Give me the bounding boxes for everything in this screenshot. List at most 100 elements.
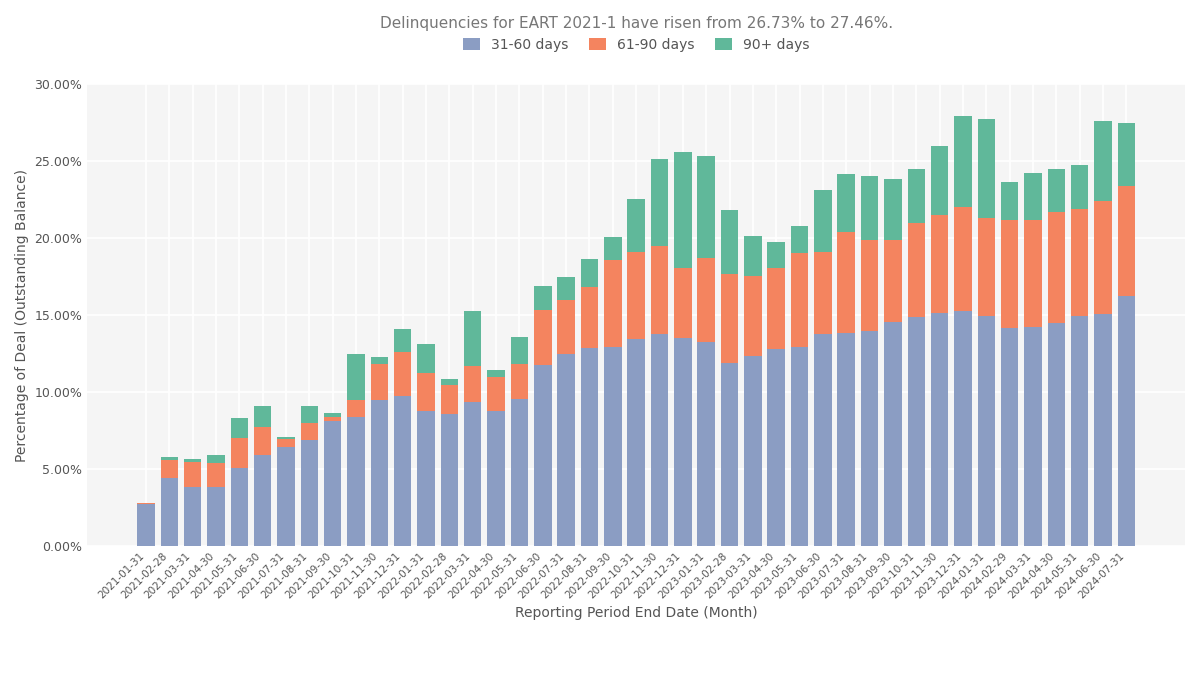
Bar bbox=[860, 239, 878, 331]
Bar bbox=[161, 478, 178, 546]
Bar bbox=[487, 377, 505, 412]
Bar bbox=[300, 440, 318, 546]
Bar bbox=[674, 152, 691, 268]
Bar bbox=[697, 342, 715, 546]
Bar bbox=[511, 337, 528, 363]
Bar bbox=[721, 210, 738, 274]
Bar bbox=[838, 332, 854, 546]
Bar bbox=[1025, 220, 1042, 326]
Bar bbox=[1070, 165, 1088, 209]
Bar bbox=[768, 268, 785, 349]
Bar bbox=[230, 418, 248, 438]
Bar bbox=[487, 370, 505, 377]
Bar bbox=[721, 363, 738, 546]
Bar bbox=[814, 252, 832, 335]
Bar bbox=[674, 268, 691, 338]
Y-axis label: Percentage of Deal (Outstanding Balance): Percentage of Deal (Outstanding Balance) bbox=[14, 169, 29, 461]
Bar bbox=[371, 363, 388, 400]
Bar bbox=[1094, 314, 1111, 546]
Bar bbox=[1070, 316, 1088, 546]
Bar bbox=[557, 354, 575, 546]
Bar bbox=[1117, 186, 1135, 295]
Bar bbox=[628, 339, 644, 546]
Bar bbox=[324, 416, 342, 421]
Bar bbox=[1094, 201, 1111, 314]
Bar bbox=[907, 223, 925, 317]
Bar bbox=[978, 218, 995, 316]
Bar bbox=[277, 439, 295, 447]
Bar bbox=[791, 346, 809, 546]
Bar bbox=[744, 276, 762, 356]
Bar bbox=[464, 311, 481, 366]
Bar bbox=[418, 412, 434, 546]
Bar bbox=[954, 116, 972, 207]
Bar bbox=[184, 459, 202, 462]
Bar bbox=[394, 352, 412, 396]
Bar bbox=[884, 322, 901, 546]
Bar bbox=[650, 335, 668, 546]
Bar bbox=[931, 313, 948, 546]
Bar bbox=[487, 412, 505, 546]
Bar bbox=[650, 246, 668, 335]
Bar bbox=[860, 331, 878, 546]
Bar bbox=[277, 447, 295, 546]
Bar bbox=[581, 287, 599, 348]
Bar bbox=[557, 300, 575, 354]
Bar bbox=[744, 356, 762, 546]
Bar bbox=[931, 215, 948, 313]
Bar bbox=[978, 118, 995, 218]
Bar bbox=[137, 503, 155, 504]
Bar bbox=[697, 155, 715, 258]
Bar bbox=[534, 286, 552, 310]
Bar bbox=[1048, 212, 1066, 323]
Bar bbox=[511, 399, 528, 546]
Bar bbox=[371, 400, 388, 546]
Bar bbox=[697, 258, 715, 342]
X-axis label: Reporting Period End Date (Month): Reporting Period End Date (Month) bbox=[515, 606, 757, 620]
Bar bbox=[324, 421, 342, 546]
Bar bbox=[814, 190, 832, 252]
Bar bbox=[1001, 220, 1019, 328]
Bar bbox=[557, 276, 575, 300]
Bar bbox=[768, 349, 785, 546]
Bar bbox=[347, 400, 365, 416]
Bar bbox=[791, 253, 809, 346]
Bar bbox=[464, 402, 481, 546]
Bar bbox=[1117, 123, 1135, 186]
Bar bbox=[744, 236, 762, 276]
Bar bbox=[534, 310, 552, 365]
Bar bbox=[347, 354, 365, 400]
Bar bbox=[208, 455, 224, 463]
Bar bbox=[161, 458, 178, 460]
Bar bbox=[1001, 182, 1019, 220]
Bar bbox=[511, 363, 528, 399]
Bar bbox=[931, 146, 948, 215]
Bar bbox=[907, 317, 925, 546]
Bar bbox=[137, 504, 155, 546]
Bar bbox=[440, 414, 458, 546]
Bar bbox=[884, 239, 901, 322]
Bar bbox=[1048, 323, 1066, 546]
Bar bbox=[604, 260, 622, 346]
Bar bbox=[440, 379, 458, 385]
Bar bbox=[604, 237, 622, 260]
Bar bbox=[1025, 326, 1042, 546]
Bar bbox=[347, 416, 365, 546]
Bar bbox=[860, 176, 878, 239]
Bar bbox=[1117, 295, 1135, 546]
Bar bbox=[464, 366, 481, 402]
Bar bbox=[300, 406, 318, 423]
Bar bbox=[184, 486, 202, 546]
Bar bbox=[814, 335, 832, 546]
Bar bbox=[907, 169, 925, 223]
Bar bbox=[418, 344, 434, 372]
Bar bbox=[208, 463, 224, 486]
Bar bbox=[838, 232, 854, 332]
Bar bbox=[394, 396, 412, 546]
Bar bbox=[254, 455, 271, 546]
Bar bbox=[1094, 121, 1111, 201]
Title: Delinquencies for EART 2021-1 have risen from 26.73% to 27.46%.: Delinquencies for EART 2021-1 have risen… bbox=[379, 16, 893, 32]
Bar bbox=[628, 199, 644, 252]
Bar bbox=[184, 462, 202, 486]
Bar bbox=[581, 348, 599, 546]
